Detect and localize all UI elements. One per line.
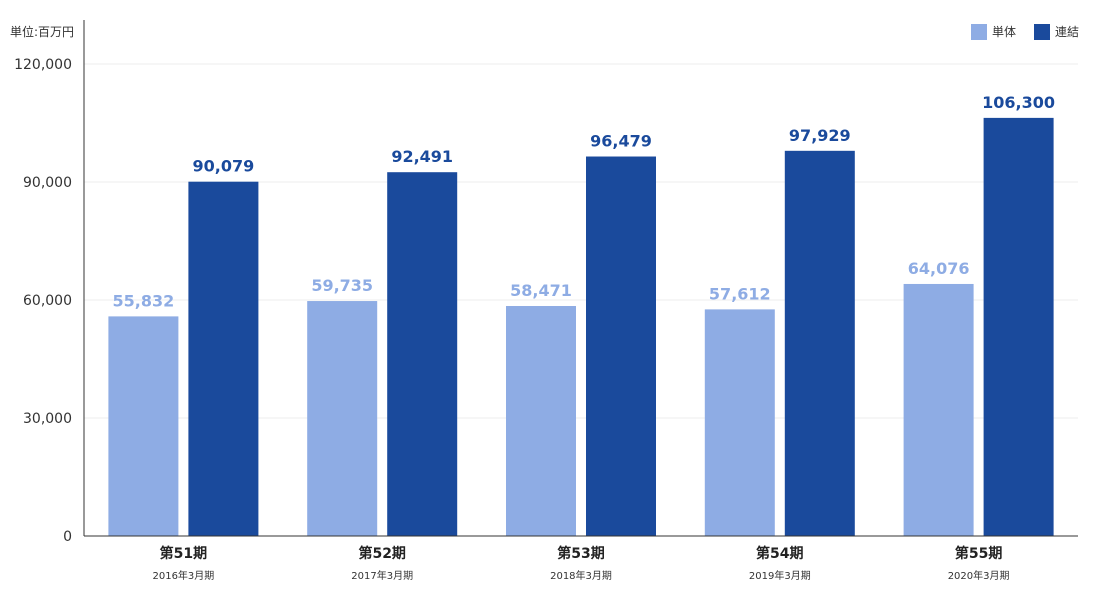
bar: [506, 306, 576, 536]
x-sub-label: 2019年3月期: [749, 569, 811, 582]
data-label: 58,471: [510, 281, 572, 300]
data-label: 92,491: [391, 147, 453, 166]
data-label: 96,479: [590, 132, 652, 151]
x-sub-label: 2020年3月期: [948, 569, 1010, 582]
bar: [387, 172, 458, 536]
data-labels: 55,832 90,079 59,735 92,491 58,471 96,479 57,6…: [113, 93, 1056, 311]
bars: [108, 117, 1054, 537]
legend-label-tantai: 単体: [992, 25, 1016, 39]
x-sub-label: 2018年3月期: [550, 569, 612, 582]
legend: 単体 連結: [971, 24, 1079, 40]
bar: [704, 309, 775, 536]
y-tick-label: 30,000: [23, 411, 72, 427]
data-label: 106,300: [982, 93, 1055, 112]
x-sub-label: 2017年3月期: [351, 569, 413, 582]
y-tick-label: 0: [63, 529, 72, 545]
y-axis: 0 30,000 60,000 90,000 120,000: [14, 20, 85, 545]
unit-label: 単位:百万円: [10, 24, 74, 39]
y-tick-label: 120,000: [14, 57, 72, 73]
legend-swatch-renketsu: [1034, 24, 1050, 40]
data-label: 97,929: [789, 126, 851, 145]
bar: [307, 301, 378, 536]
x-tick-label: 第51期: [160, 545, 207, 562]
data-label: 90,079: [193, 157, 255, 176]
data-label: 55,832: [113, 291, 175, 310]
x-tick-label: 第55期: [955, 545, 1002, 562]
bar: [108, 316, 179, 536]
data-label: 59,735: [311, 276, 373, 295]
bar: [188, 181, 259, 536]
bar: [586, 156, 656, 536]
x-sub-label: 2016年3月期: [152, 569, 214, 582]
x-tick-label: 第52期: [358, 545, 405, 562]
bar: [983, 117, 1054, 537]
y-tick-label: 90,000: [23, 175, 72, 191]
data-label: 57,612: [709, 284, 771, 303]
bar: [784, 150, 855, 536]
x-axis: 第51期 2016年3月期 第52期 2017年3月期 第53期 2018年3月期 第54期…: [84, 535, 1078, 582]
bar: [903, 283, 974, 536]
y-tick-label: 60,000: [23, 293, 72, 309]
legend-label-renketsu: 連結: [1055, 25, 1079, 39]
data-label: 64,076: [908, 259, 970, 278]
x-tick-label: 第53期: [557, 545, 604, 562]
x-tick-label: 第54期: [756, 545, 803, 562]
legend-swatch-tantai: [971, 24, 987, 40]
